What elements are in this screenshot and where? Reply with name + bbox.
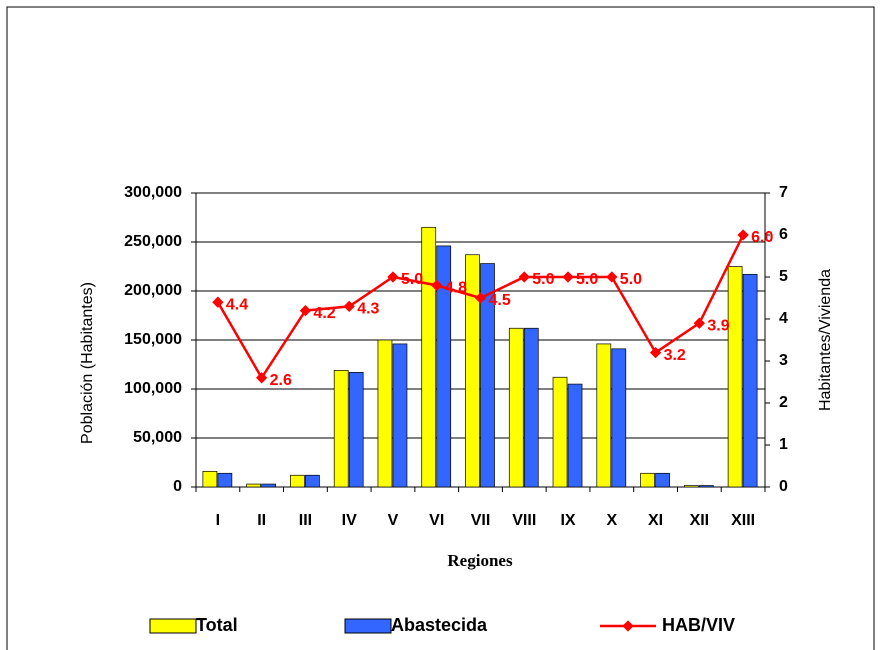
y-axis-title: Población (Habitantes): [79, 282, 96, 444]
x-tick-label: IV: [342, 512, 357, 529]
data-label: 6.0: [751, 229, 773, 246]
bar: [436, 245, 452, 488]
bar: [655, 472, 670, 488]
bar: [348, 371, 364, 488]
data-label: 2.6: [270, 372, 292, 389]
bar: [377, 339, 393, 488]
y-tick-label: 250,000: [124, 233, 182, 250]
line-marker: [431, 279, 443, 292]
bar: [465, 254, 480, 488]
x-tick-label: IX: [560, 512, 575, 529]
chart-frame: [6, 6, 875, 650]
data-label: 4.3: [357, 301, 379, 318]
line-marker: [212, 296, 224, 308]
bar: [698, 485, 714, 488]
line-marker: [737, 229, 749, 241]
line-marker: [606, 271, 618, 283]
bar: [567, 383, 583, 488]
x-tick-label: VII: [471, 512, 491, 529]
y-tick-label: 150,000: [124, 331, 182, 348]
y-tick-label: 50,000: [133, 429, 182, 446]
line-marker: [649, 346, 662, 359]
data-label: 4.8: [445, 280, 467, 297]
x-tick-label: XIII: [731, 512, 755, 529]
bar: [742, 273, 758, 488]
bar: [246, 483, 262, 488]
legend-swatch: [149, 618, 197, 634]
y2-tick-label: 5: [779, 268, 788, 285]
y-tick-label: 0: [173, 478, 182, 495]
x-tick-label: V: [388, 512, 399, 529]
bar: [683, 485, 699, 488]
y2-tick-label: 3: [779, 352, 788, 369]
data-label: 5.0: [576, 271, 598, 288]
y2-tick-label: 2: [779, 394, 788, 411]
data-label: 4.5: [489, 292, 511, 309]
x-axis-title: Regiones: [447, 551, 513, 570]
x-tick-label: VIII: [512, 512, 536, 529]
line-marker: [387, 271, 399, 283]
bar: [217, 472, 233, 488]
x-tick-label: II: [257, 512, 266, 529]
line-marker: [255, 372, 268, 384]
x-tick-label: I: [216, 512, 220, 529]
data-label: 3.9: [707, 317, 729, 334]
bar: [333, 370, 349, 488]
line-marker: [299, 304, 312, 317]
legend-marker: [622, 620, 634, 632]
bar: [202, 470, 218, 488]
y2-tick-label: 6: [779, 226, 788, 243]
bar: [305, 474, 320, 488]
bar: [640, 472, 655, 488]
line-marker: [562, 271, 574, 283]
y2-tick-label: 4: [779, 310, 788, 327]
y2-tick-label: 0: [779, 478, 788, 495]
x-tick-label: III: [299, 512, 312, 529]
data-label: 5.0: [532, 271, 554, 288]
y2-tick-label: 1: [779, 436, 788, 453]
bar: [523, 327, 539, 488]
y2-axis-title: Habitantes/Vivienda: [817, 269, 834, 411]
legend-label: HAB/VIV: [662, 615, 735, 635]
x-tick-label: VI: [429, 512, 444, 529]
data-label: 3.2: [664, 347, 686, 364]
y-tick-label: 100,000: [124, 380, 182, 397]
bar: [596, 343, 612, 488]
y2-tick-label: 7: [779, 184, 788, 201]
data-label: 5.0: [620, 271, 642, 288]
x-tick-label: XI: [648, 512, 663, 529]
bar: [421, 226, 437, 488]
y-tick-label: 300,000: [124, 184, 182, 201]
legend-label: Abastecida: [391, 615, 488, 635]
bar: [727, 266, 743, 488]
bar: [508, 327, 524, 488]
x-tick-label: X: [606, 512, 617, 529]
line-marker: [474, 292, 487, 304]
line-marker: [343, 300, 355, 313]
x-tick-label: XII: [690, 512, 710, 529]
line-marker: [518, 271, 530, 283]
legend-swatch: [344, 618, 392, 634]
bar: [611, 348, 627, 488]
data-label: 4.2: [313, 305, 335, 322]
data-label: 5.0: [401, 271, 423, 288]
line-marker: [693, 317, 706, 329]
y-tick-label: 200,000: [124, 282, 182, 299]
bar: [552, 376, 568, 488]
bar: [261, 483, 277, 488]
data-label: 4.4: [226, 296, 248, 313]
bar: [392, 343, 408, 488]
legend-label: Total: [196, 615, 238, 635]
bar: [290, 474, 305, 488]
bar: [480, 263, 495, 488]
